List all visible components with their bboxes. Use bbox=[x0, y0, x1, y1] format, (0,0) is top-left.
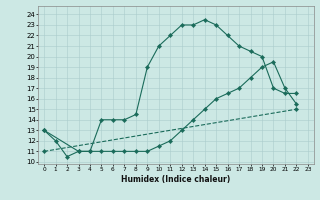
X-axis label: Humidex (Indice chaleur): Humidex (Indice chaleur) bbox=[121, 175, 231, 184]
